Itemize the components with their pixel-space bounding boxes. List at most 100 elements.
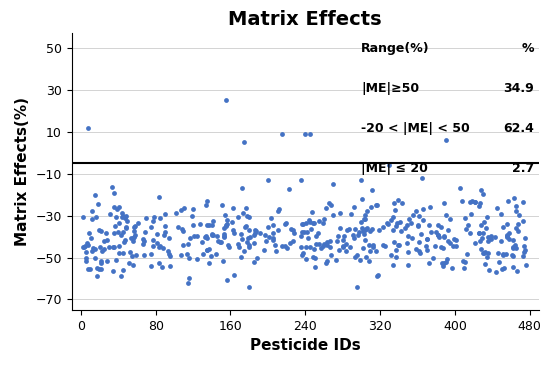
Point bbox=[96, 244, 104, 250]
Point bbox=[318, 243, 327, 249]
Point bbox=[244, 242, 253, 248]
Point bbox=[84, 266, 92, 272]
Point bbox=[296, 177, 305, 183]
Point bbox=[83, 241, 92, 246]
Point bbox=[146, 224, 155, 230]
Point bbox=[298, 251, 307, 256]
Point bbox=[510, 242, 519, 248]
Point bbox=[97, 260, 106, 266]
Point bbox=[260, 247, 269, 253]
Point bbox=[120, 239, 129, 245]
Point bbox=[296, 245, 305, 251]
Point bbox=[499, 251, 508, 257]
Point bbox=[418, 176, 427, 182]
Point bbox=[508, 252, 516, 258]
Point bbox=[189, 233, 198, 239]
Point bbox=[483, 254, 492, 260]
Point bbox=[493, 205, 502, 211]
Point bbox=[402, 222, 411, 228]
Point bbox=[92, 214, 101, 220]
Point bbox=[404, 233, 412, 239]
Point bbox=[429, 255, 438, 261]
Point bbox=[120, 237, 129, 243]
Point bbox=[120, 215, 129, 221]
Point bbox=[251, 230, 260, 236]
Point bbox=[342, 227, 351, 233]
Point bbox=[125, 261, 134, 266]
Point bbox=[92, 273, 101, 279]
Point bbox=[115, 220, 124, 226]
Point bbox=[82, 249, 91, 255]
Point bbox=[208, 218, 217, 224]
Point bbox=[498, 224, 507, 230]
Point bbox=[274, 208, 283, 214]
Point bbox=[394, 242, 403, 248]
Point bbox=[161, 211, 170, 217]
Point bbox=[389, 214, 398, 220]
Point bbox=[402, 241, 411, 246]
Point bbox=[497, 211, 505, 217]
Point bbox=[265, 234, 273, 240]
Point bbox=[374, 272, 383, 278]
Point bbox=[479, 191, 488, 197]
Point bbox=[326, 202, 335, 208]
Point bbox=[372, 202, 381, 208]
Point bbox=[251, 227, 260, 232]
Point bbox=[253, 255, 262, 261]
Point bbox=[184, 241, 192, 247]
Point bbox=[236, 254, 245, 259]
Point bbox=[222, 222, 230, 228]
Point bbox=[393, 242, 402, 248]
Point bbox=[277, 131, 286, 137]
Point bbox=[521, 247, 530, 253]
Point bbox=[160, 223, 169, 229]
Point bbox=[440, 234, 449, 240]
Point bbox=[366, 204, 375, 210]
Point bbox=[484, 234, 493, 240]
Point bbox=[383, 221, 392, 227]
Point bbox=[305, 217, 314, 223]
Point bbox=[102, 259, 111, 265]
Point bbox=[374, 227, 383, 233]
Point bbox=[434, 234, 443, 240]
Point bbox=[268, 237, 277, 242]
Point bbox=[378, 242, 387, 248]
Point bbox=[105, 245, 114, 251]
Point bbox=[509, 244, 518, 250]
Point bbox=[441, 137, 450, 143]
Point bbox=[470, 240, 479, 246]
Point bbox=[438, 263, 447, 269]
Point bbox=[437, 260, 446, 266]
Point bbox=[381, 243, 389, 249]
Point bbox=[401, 225, 410, 231]
Point bbox=[312, 233, 321, 239]
Point bbox=[245, 244, 254, 250]
Point bbox=[122, 224, 130, 230]
Point bbox=[208, 232, 217, 238]
Point bbox=[303, 235, 312, 241]
Point bbox=[504, 236, 513, 242]
Point bbox=[118, 229, 127, 235]
Point bbox=[202, 248, 211, 254]
Point bbox=[79, 214, 87, 220]
Point bbox=[389, 262, 398, 268]
Point bbox=[392, 255, 400, 261]
Point bbox=[356, 257, 365, 263]
Point bbox=[459, 258, 468, 264]
Point bbox=[97, 248, 106, 254]
Point bbox=[308, 254, 317, 260]
Point bbox=[158, 264, 167, 270]
Point bbox=[236, 231, 245, 237]
Point bbox=[110, 244, 119, 249]
Point bbox=[459, 265, 468, 271]
Point bbox=[323, 258, 332, 264]
Point bbox=[463, 251, 471, 257]
Point bbox=[368, 226, 377, 232]
Point bbox=[350, 235, 359, 241]
Point bbox=[97, 258, 106, 264]
Point bbox=[470, 199, 479, 205]
Point bbox=[514, 212, 523, 218]
Point bbox=[89, 245, 97, 251]
Point bbox=[383, 220, 392, 226]
Point bbox=[452, 237, 460, 242]
